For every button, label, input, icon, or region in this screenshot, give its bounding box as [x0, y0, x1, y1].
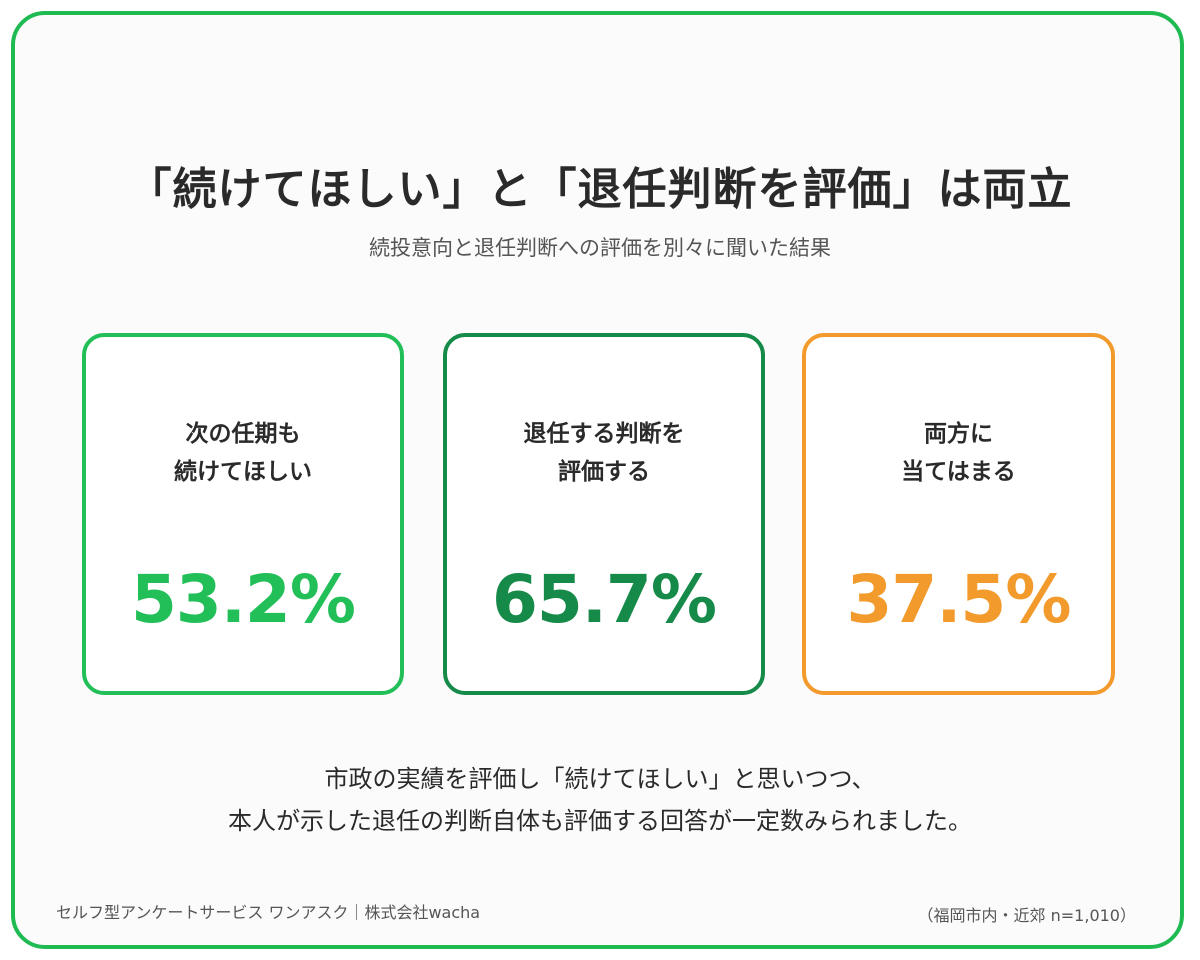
stat-card-label-line2: 当てはまる [901, 459, 1016, 485]
stat-card-label-line2: 評価する [558, 459, 650, 485]
page-subtitle: 続投意向と退任判断への評価を別々に聞いた結果 [369, 236, 831, 260]
stat-card-label-line1: 次の任期も [185, 421, 301, 447]
stat-card-value: 37.5% [846, 561, 1072, 638]
stat-card-label-line1: 退任する判断を [523, 421, 685, 447]
stat-card-evaluate-retirement: 退任する判断を 評価する 65.7% [443, 333, 765, 695]
stat-card-label: 次の任期も 続けてほしい [86, 415, 400, 491]
sample-note: （福岡市内・近郊 n=1,010） [917, 906, 1136, 925]
source-credit: セルフ型アンケートサービス ワンアスク｜株式会社wacha [56, 903, 481, 922]
stat-card-value: 65.7% [492, 561, 717, 638]
stat-card-label: 退任する判断を 評価する [447, 415, 761, 491]
stat-card-value: 53.2% [131, 561, 356, 638]
page-title: 「続けてほしい」と「退任判断を評価」は両立 [127, 164, 1073, 215]
stat-card-both: 両方に 当てはまる 37.5% [802, 333, 1115, 695]
stat-card-label-line1: 両方に [924, 421, 993, 447]
summary-line2: 本人が示した退任の判断自体も評価する回答が一定数みられました。 [228, 807, 972, 835]
stat-card-label: 両方に 当てはまる [806, 415, 1111, 491]
stat-card-label-line2: 続けてほしい [174, 459, 312, 485]
stat-card-continue: 次の任期も 続けてほしい 53.2% [82, 333, 404, 695]
summary-line1: 市政の実績を評価し「続けてほしい」と思いつつ、 [324, 765, 876, 793]
summary-text: 市政の実績を評価し「続けてほしい」と思いつつ、 本人が示した退任の判断自体も評価… [0, 758, 1200, 842]
